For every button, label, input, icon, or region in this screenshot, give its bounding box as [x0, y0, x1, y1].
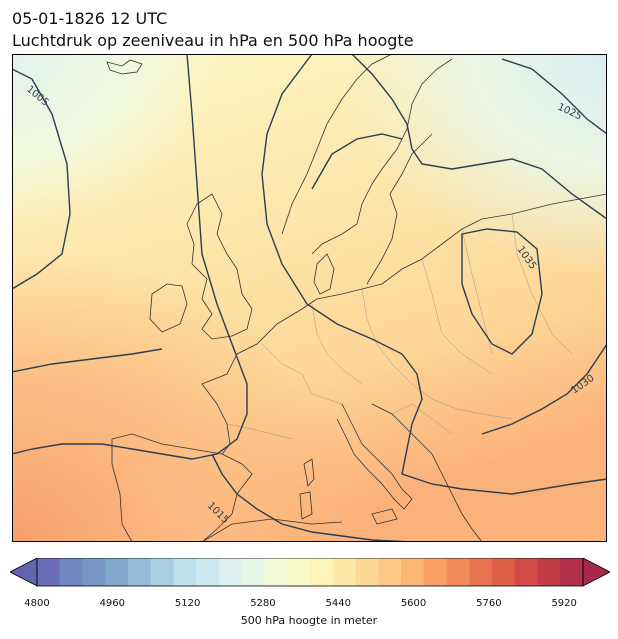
colorbar-cell: [401, 558, 425, 586]
colorbar-cell: [173, 558, 197, 586]
colorbar-cell: [423, 558, 447, 586]
colorbar-cell: [196, 558, 220, 586]
colorbar-cell: [37, 558, 61, 586]
colorbar-cell: [310, 558, 334, 586]
colorbar-cell: [219, 558, 243, 586]
colorbar-cell: [287, 558, 311, 586]
colorbar-tick-label: 4960: [99, 598, 126, 609]
colorbar-tick-label: 4800: [24, 598, 50, 609]
isobars: [12, 54, 607, 542]
colorbar-tick-label: 5920: [551, 598, 577, 609]
colorbar-cell: [128, 558, 152, 586]
colorbar-tick-label: 5280: [250, 598, 276, 609]
pressure-map: 1005 1015 1025 1030 1035: [12, 54, 607, 542]
colorbar-extend-max: [582, 558, 610, 587]
colorbar: [10, 558, 610, 587]
colorbar-label: 500 hPa hoogte in meter: [240, 614, 378, 627]
colorbar-cell: [355, 558, 379, 586]
colorbar-tick-label: 5440: [325, 598, 351, 609]
colorbar-cell: [469, 558, 493, 586]
colorbar-cell: [537, 558, 561, 586]
colorbar-cell: [446, 558, 470, 586]
colorbar-tick-label: 5120: [174, 598, 201, 609]
colorbar-cell: [150, 558, 174, 586]
country-borders: [226, 213, 573, 440]
colorbar-cell: [560, 558, 584, 586]
colorbar-extend-min: [10, 558, 38, 587]
colorbar-cell: [514, 558, 538, 586]
map-datetime: 05-01-1826 12 UTC: [12, 9, 168, 28]
colorbar-cell: [82, 558, 106, 586]
colorbar-cell: [264, 558, 288, 586]
colorbar-cell: [378, 558, 402, 586]
colorbar-cell: [241, 558, 265, 586]
colorbar-tick-label: 5600: [400, 598, 427, 609]
colorbar-cell: [332, 558, 356, 586]
colorbar-cell: [59, 558, 83, 586]
colorbar-cell: [492, 558, 516, 586]
map-title: Luchtdruk op zeeniveau in hPa en 500 hPa…: [12, 31, 414, 50]
colorbar-tick-label: 5760: [476, 598, 502, 609]
colorbar-cell: [105, 558, 129, 586]
